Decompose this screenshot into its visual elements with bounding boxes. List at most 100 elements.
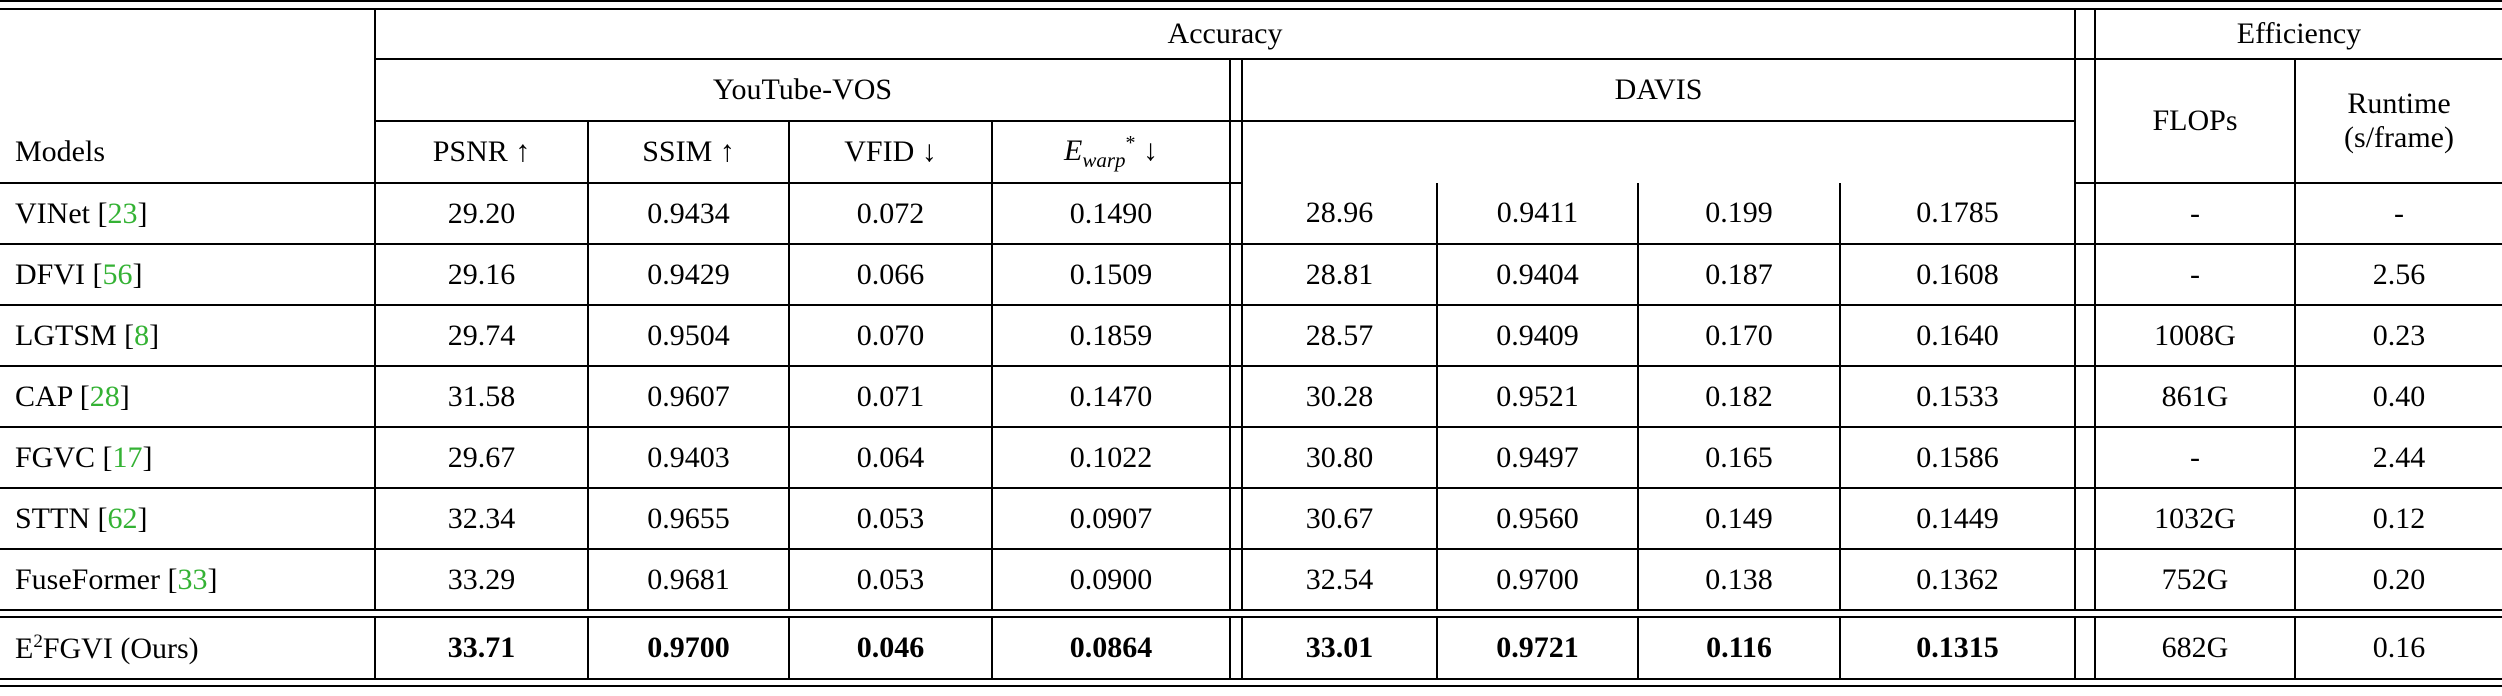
- runtime-value: -: [2295, 183, 2502, 245]
- metric-header-row: Models PSNR ↑ SSIM ↑ VFID ↓ Ewarp* ↓: [0, 121, 2502, 184]
- metric-value: 30.67: [1242, 488, 1438, 550]
- metric-value: 28.57: [1242, 305, 1438, 367]
- section-divider: [2074, 59, 2096, 184]
- metric-value: 28.81: [1242, 244, 1438, 306]
- model-label: ]: [142, 440, 153, 474]
- metric-value: 0.1470: [992, 366, 1230, 428]
- model-name: FGVC [17]: [0, 427, 376, 489]
- model-label: FGVI (Ours): [42, 631, 199, 665]
- model-superscript: 2: [33, 630, 43, 652]
- metric-header-ssim: SSIM ↑: [588, 121, 790, 184]
- metric-value: 0.149: [1638, 488, 1841, 550]
- flops-value: 752G: [2095, 549, 2296, 611]
- runtime-value: 2.56: [2295, 244, 2502, 306]
- metric-value: 0.1509: [992, 244, 1230, 306]
- metric-value: 0.182: [1638, 366, 1841, 428]
- bottom-rule-cell: [0, 679, 2502, 687]
- metric-value: 29.16: [375, 244, 589, 306]
- metric-value: 0.9504: [588, 305, 790, 367]
- section-divider: [1229, 59, 1243, 122]
- metric-value: 0.9521: [1437, 366, 1639, 428]
- model-name: FuseFormer [33]: [0, 549, 376, 611]
- metric-label: PSNR: [432, 135, 516, 168]
- metric-value: 29.67: [375, 427, 589, 489]
- model-label: LGTSM [: [15, 318, 135, 352]
- section-divider: [2074, 183, 2096, 245]
- metric-value: 0.1785: [1840, 183, 2075, 245]
- metric-value: 0.9411: [1437, 183, 1639, 245]
- model-label: ]: [132, 257, 143, 291]
- metric-label: VFID: [844, 135, 922, 168]
- table-row: STTN [62] 32.34 0.9655 0.053 0.0907 30.67 0.95…: [0, 488, 2502, 550]
- model-name: DFVI [56]: [0, 244, 376, 306]
- metric-value: 0.0900: [992, 549, 1230, 611]
- reference-number: 23: [107, 196, 138, 230]
- section-divider: [2074, 305, 2096, 367]
- corner-empty-cell: [0, 9, 376, 121]
- metric-value: 0.1315: [1840, 616, 2075, 680]
- flops-value: -: [2095, 183, 2296, 245]
- flops-value: -: [2095, 244, 2296, 306]
- runtime-value: 0.23: [2295, 305, 2502, 367]
- runtime-value: 0.16: [2295, 616, 2502, 680]
- section-divider: [1229, 427, 1243, 489]
- section-divider: [2074, 366, 2096, 428]
- metric-value: 0.1586: [1840, 427, 2075, 489]
- reference-number: 17: [112, 440, 143, 474]
- metric-value: 0.9434: [588, 183, 790, 245]
- model-label: ]: [137, 196, 148, 230]
- section-divider: [2074, 488, 2096, 550]
- section-divider: [1229, 549, 1243, 611]
- asterisk-mark: *: [1125, 131, 1136, 154]
- section-divider: [2074, 549, 2096, 611]
- metric-value: 33.01: [1242, 616, 1438, 680]
- davis-header: DAVIS: [1242, 59, 2075, 122]
- metric-value: 0.1490: [992, 183, 1230, 245]
- metric-value: 0.1608: [1840, 244, 2075, 306]
- mid-double-rule: [0, 610, 2502, 617]
- metric-value: 30.80: [1242, 427, 1438, 489]
- runtime-value: 0.12: [2295, 488, 2502, 550]
- metric-value: 0.1859: [992, 305, 1230, 367]
- section-divider: [2074, 616, 2096, 680]
- section-divider: [1229, 488, 1243, 550]
- youtube-vos-header: YouTube-VOS: [375, 59, 1230, 122]
- section-divider: [1229, 305, 1243, 367]
- metric-header-ewarp: Ewarp* ↓: [992, 121, 1230, 184]
- metric-value: 0.9607: [588, 366, 790, 428]
- dataset-header-row: YouTube-VOS DAVIS FLOPs Runtime (s/frame…: [0, 59, 2502, 184]
- metric-value: 0.046: [789, 616, 993, 680]
- table-row: VINet [23] 29.20 0.9434 0.072 0.1490 28.96 0.9…: [0, 183, 2502, 245]
- runtime-header: Runtime (s/frame): [2295, 59, 2502, 184]
- section-divider: [1229, 616, 1243, 680]
- flops-header: FLOPs: [2095, 59, 2296, 184]
- top-double-rule: [0, 0, 2502, 10]
- model-label: ]: [137, 501, 148, 535]
- runtime-header-line1: Runtime: [2347, 86, 2451, 120]
- metric-value: 0.1533: [1840, 366, 2075, 428]
- metric-value: 0.072: [789, 183, 993, 245]
- table-row: FGVC [17] 29.67 0.9403 0.064 0.1022 30.80 0.94…: [0, 427, 2502, 489]
- metric-value: 28.96: [1242, 183, 1438, 245]
- model-label: FuseFormer [: [15, 562, 178, 596]
- model-name: STTN [62]: [0, 488, 376, 550]
- section-divider: [2074, 427, 2096, 489]
- flops-value: 861G: [2095, 366, 2296, 428]
- section-divider: [2074, 9, 2096, 60]
- metric-label: SSIM: [642, 135, 720, 168]
- metric-value: 32.34: [375, 488, 589, 550]
- reference-number: 56: [102, 257, 133, 291]
- reference-number: 28: [89, 379, 120, 413]
- model-label: ]: [207, 562, 218, 596]
- metric-value: 0.187: [1638, 244, 1841, 306]
- bottom-double-rule: [0, 679, 2502, 687]
- metric-value: 0.9721: [1437, 616, 1639, 680]
- metric-value: 33.71: [375, 616, 589, 680]
- metric-value: 0.9409: [1437, 305, 1639, 367]
- metric-value: 0.170: [1638, 305, 1841, 367]
- metric-value: 0.9429: [588, 244, 790, 306]
- model-name: CAP [28]: [0, 366, 376, 428]
- mid-rule-cell: [0, 610, 2502, 617]
- model-name: VINet [23]: [0, 183, 376, 245]
- metric-value: 0.0864: [992, 616, 1230, 680]
